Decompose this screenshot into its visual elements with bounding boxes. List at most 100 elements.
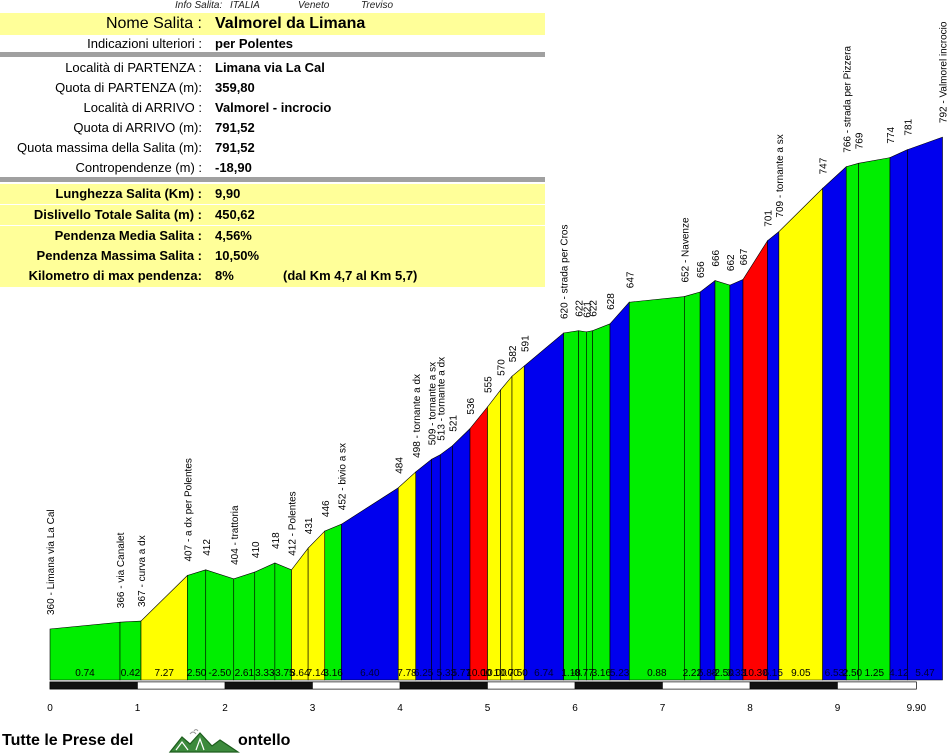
x-tick-label: 3 <box>310 703 316 714</box>
climb-name-row: Nome Salita : Valmorel da Limana <box>0 13 545 35</box>
end-altitude-label: Quota di ARRIVO (m): <box>73 120 202 135</box>
profile-segment <box>699 279 716 681</box>
grade-label: 5.88 <box>698 668 718 679</box>
altitude-annotation: 662 <box>726 254 737 271</box>
x-tick-label: 0 <box>47 703 53 714</box>
profile-segment <box>858 157 891 681</box>
altitude-annotation: 747 <box>819 157 830 174</box>
start-value: Limana via La Cal <box>215 60 325 75</box>
grade-label: 3.33 <box>727 668 747 679</box>
end-altitude-row: Quota di ARRIVO (m): 791,52 <box>0 118 545 138</box>
max-grade-value: 10,50% <box>215 248 260 263</box>
grade-label: 7.78 <box>397 668 417 679</box>
x-tick-label: 7 <box>660 703 666 714</box>
elevation-gain-row: Dislivello Totale Salita (m) : 450,62 <box>0 205 545 225</box>
scale-bar-block <box>574 681 663 690</box>
grade-label: 9.05 <box>791 668 811 679</box>
profile-segment <box>324 523 342 681</box>
altitude-annotation: 366 - via Canalet <box>116 532 127 608</box>
profile-segment <box>845 162 859 681</box>
brand-text: Tutte le Prese del <box>2 732 134 749</box>
average-grade-row: Pendenza Media Salita : 4,56% <box>0 226 545 246</box>
length-value: 9,90 <box>215 186 241 201</box>
altitude-annotations: 360 - Limana via La Cal 366 - via Canalet… <box>46 21 950 615</box>
grade-label: 10.00 <box>494 668 519 679</box>
length-row: Lunghezza Salita (Km) : 9,90 <box>0 184 545 204</box>
grade-label: 2.22 <box>683 668 703 679</box>
profile-segment <box>714 280 731 681</box>
altitude-annotation: 792 - Valmorel incrocio <box>939 21 950 123</box>
altitude-annotation: 774 <box>886 126 897 143</box>
grade-label: 3.16 <box>592 668 612 679</box>
divider <box>0 177 545 182</box>
x-tick-label: 8 <box>747 703 753 714</box>
profile-segment <box>431 454 441 681</box>
grade-label: -3.75 <box>272 668 295 679</box>
start-altitude-row: Quota di PARTENZA (m): 359,80 <box>0 78 545 98</box>
altitude-annotation: 446 <box>321 500 332 517</box>
profile-segment <box>578 330 587 681</box>
divider <box>0 52 545 57</box>
altitude-annotation: 766 - strada per Pizzera <box>842 46 853 153</box>
notes-row: Indicazioni ulteriori : per Polentes <box>0 34 545 54</box>
altitude-annotation: 656 <box>696 261 707 278</box>
max-altitude-value: 791,52 <box>215 140 255 155</box>
grade-label: 10.00 <box>466 668 491 679</box>
profile-segments <box>49 136 943 681</box>
start-label: Località di PARTENZA : <box>65 60 202 75</box>
profile-segment <box>307 530 326 681</box>
altitude-annotation: 591 <box>520 335 531 352</box>
max-grade-km-label: Kilometro di max pendenza: <box>28 268 202 283</box>
altitude-annotation: 484 <box>394 457 405 474</box>
altitude-annotation: 620 - strada per Cros <box>560 225 571 320</box>
grade-label: 8.64 <box>290 668 310 679</box>
altitude-annotation: 582 <box>508 345 519 362</box>
average-grade-label: Pendenza Media Salita : <box>54 228 202 243</box>
mountain-m-logo-icon <box>168 729 240 753</box>
profile-segment <box>767 231 780 681</box>
profile-segment <box>511 365 525 681</box>
profile-segment <box>523 332 564 681</box>
grade-label: -2.50 <box>208 668 231 679</box>
profile-segment <box>563 330 579 681</box>
scale-bar-block <box>837 681 917 690</box>
altitude-annotation: 769 <box>855 132 866 149</box>
province-label: Treviso <box>361 0 394 11</box>
altitude-annotation: 412 - Polentes <box>288 491 299 556</box>
counter-slope-row: Contropendenze (m) : -18,90 <box>0 158 545 178</box>
altitude-annotation: 628 <box>606 293 617 310</box>
grade-label: 1.18 <box>561 668 581 679</box>
grade-label: -0.77 <box>571 668 594 679</box>
profile-segment <box>592 323 611 681</box>
counter-slope-value: -18,90 <box>215 160 252 175</box>
country-label: ITALIA <box>230 0 260 11</box>
altitude-annotation: 410 <box>251 541 262 558</box>
altitude-annotation: 418 <box>271 532 282 549</box>
profile-segment <box>341 487 399 681</box>
x-tick-label: 5 <box>485 703 491 714</box>
x-tick-label: 9 <box>835 703 841 714</box>
max-grade-row: Pendenza Massima Salita : 10,50% <box>0 246 545 266</box>
profile-segment <box>254 562 276 681</box>
grade-labels: 0.74 0.42 7.27 2.50 -2.50 2.61 3.33-3.758.647.… <box>75 668 935 679</box>
grade-label: 10.00 <box>482 668 507 679</box>
profile-segment <box>469 406 488 681</box>
elevation-gain-label: Dislivello Totale Salita (m) : <box>33 207 202 222</box>
grade-label: 2.50 <box>843 668 863 679</box>
scale-bar-block <box>662 681 751 690</box>
max-grade-km-note: (dal Km 4,7 al Km 5,7) <box>283 268 418 283</box>
grade-label: 0.42 <box>121 668 141 679</box>
grade-label: 3.16 <box>323 668 343 679</box>
profile-segment <box>274 562 292 681</box>
grade-label: 6.53 <box>825 668 845 679</box>
profile-segment <box>397 471 417 681</box>
start-altitude-value: 359,80 <box>215 80 255 95</box>
elevation-profile-chart: 0.74 0.42 7.27 2.50 -2.50 2.61 3.33-3.758.647.… <box>46 21 950 714</box>
grade-label: 1.25 <box>865 668 885 679</box>
climb-info-panel: Info Salita: ITALIA Veneto Treviso Nome … <box>0 0 545 288</box>
profile-segment <box>729 278 744 681</box>
grade-label: 10.30 <box>743 668 768 679</box>
altitude-annotation: 622 <box>589 300 600 317</box>
profile-segment <box>778 187 823 681</box>
grade-label: 7.14 <box>307 668 327 679</box>
